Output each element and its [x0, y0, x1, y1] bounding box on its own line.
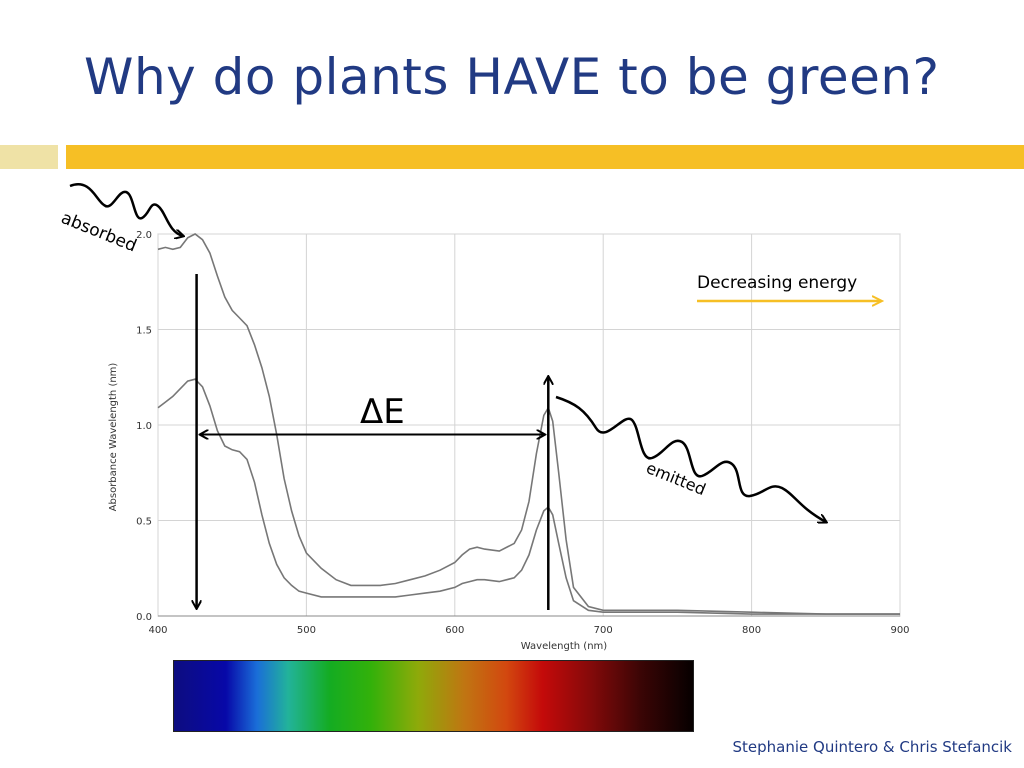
y-tick-label: 0.5 — [136, 517, 152, 528]
emitted-wave-arrow — [555, 395, 826, 522]
chart-axes: 400 500 600 700 800 900 0.0 0.5 1.0 1.5 2.0 Wavelen… — [108, 230, 910, 652]
x-tick-label: 400 — [148, 625, 167, 636]
slide-title: Why do plants HAVE to be green? — [84, 48, 940, 106]
emitted-label: emitted — [644, 458, 709, 499]
x-tick-label: 800 — [742, 625, 761, 636]
decreasing-energy-label: Decreasing energy — [697, 273, 857, 293]
x-axis-label: Wavelength (nm) — [521, 641, 607, 652]
x-tick-label: 700 — [594, 625, 613, 636]
chart-series — [157, 233, 900, 615]
chart-annotations: absorbed emitted Decreasing energy ΔE — [58, 183, 881, 610]
y-axis-label: Absorbance Wavelength (nm) — [108, 363, 119, 512]
x-tick-label: 500 — [297, 625, 316, 636]
x-tick-label: 900 — [890, 625, 909, 636]
absorbance-series-2 — [157, 378, 900, 615]
accent-bar-dark — [66, 145, 1024, 169]
absorbance-series-1 — [157, 233, 900, 615]
visible-spectrum-bar — [173, 660, 694, 732]
accent-bar-light — [0, 145, 58, 169]
y-tick-label: 1.5 — [136, 326, 152, 337]
author-credit: Stephanie Quintero & Chris Stefancik — [732, 738, 1012, 756]
absorbed-wave-arrow — [69, 183, 183, 236]
y-tick-label: 0.0 — [136, 612, 152, 623]
y-tick-label: 2.0 — [136, 230, 152, 241]
y-tick-label: 1.0 — [136, 421, 152, 432]
x-tick-label: 600 — [445, 625, 464, 636]
absorbed-label: absorbed — [58, 208, 139, 256]
delta-e-label: ΔE — [360, 392, 405, 432]
